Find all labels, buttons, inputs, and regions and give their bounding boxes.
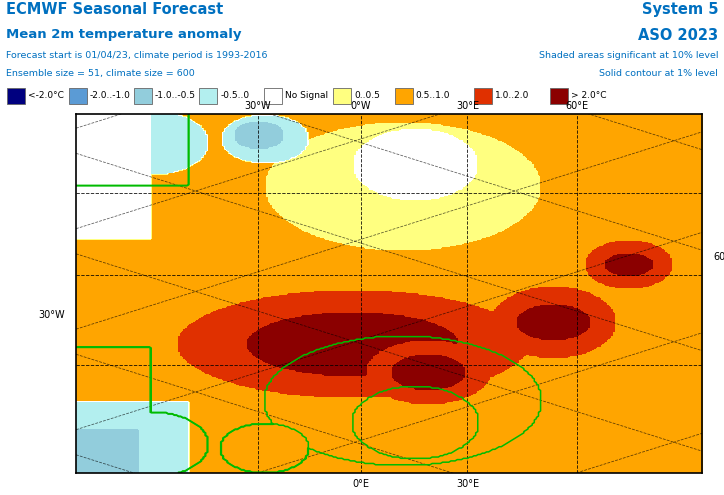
Text: 30°E: 30°E bbox=[456, 479, 479, 489]
Bar bbox=[7, 88, 25, 104]
Bar bbox=[69, 88, 87, 104]
Bar bbox=[474, 88, 492, 104]
Text: 0°E: 0°E bbox=[353, 479, 369, 489]
Text: System 5: System 5 bbox=[641, 2, 718, 17]
Bar bbox=[550, 88, 568, 104]
Text: 30°W: 30°W bbox=[244, 101, 271, 111]
Text: 0..0.5: 0..0.5 bbox=[354, 92, 380, 100]
Text: > 2.0°C: > 2.0°C bbox=[571, 92, 607, 100]
Text: ASO 2023: ASO 2023 bbox=[638, 28, 718, 43]
Bar bbox=[333, 88, 351, 104]
Text: ECMWF Seasonal Forecast: ECMWF Seasonal Forecast bbox=[6, 2, 223, 17]
Text: 60°E: 60°E bbox=[714, 252, 724, 262]
Text: Mean 2m temperature anomaly: Mean 2m temperature anomaly bbox=[6, 28, 241, 41]
Text: <-2.0°C: <-2.0°C bbox=[28, 92, 64, 100]
Text: Forecast start is 01/04/23, climate period is 1993-2016: Forecast start is 01/04/23, climate peri… bbox=[6, 50, 267, 59]
Text: No Signal: No Signal bbox=[285, 92, 329, 100]
Text: -1.0..-0.5: -1.0..-0.5 bbox=[155, 92, 196, 100]
Text: Shaded areas significant at 10% level: Shaded areas significant at 10% level bbox=[539, 50, 718, 59]
Text: 0.5..1.0: 0.5..1.0 bbox=[416, 92, 450, 100]
Text: 30°W: 30°W bbox=[38, 310, 64, 320]
Text: 0°W: 0°W bbox=[350, 101, 371, 111]
Text: Solid contour at 1% level: Solid contour at 1% level bbox=[599, 69, 718, 78]
Text: 30°E: 30°E bbox=[456, 101, 479, 111]
Text: -0.5..0: -0.5..0 bbox=[220, 92, 249, 100]
Text: 60°E: 60°E bbox=[565, 101, 589, 111]
Text: -2.0..-1.0: -2.0..-1.0 bbox=[90, 92, 130, 100]
Text: 1.0..2.0: 1.0..2.0 bbox=[495, 92, 529, 100]
Bar bbox=[395, 88, 413, 104]
Bar bbox=[199, 88, 217, 104]
Text: Ensemble size = 51, climate size = 600: Ensemble size = 51, climate size = 600 bbox=[6, 69, 195, 78]
Bar bbox=[134, 88, 152, 104]
Bar bbox=[264, 88, 282, 104]
